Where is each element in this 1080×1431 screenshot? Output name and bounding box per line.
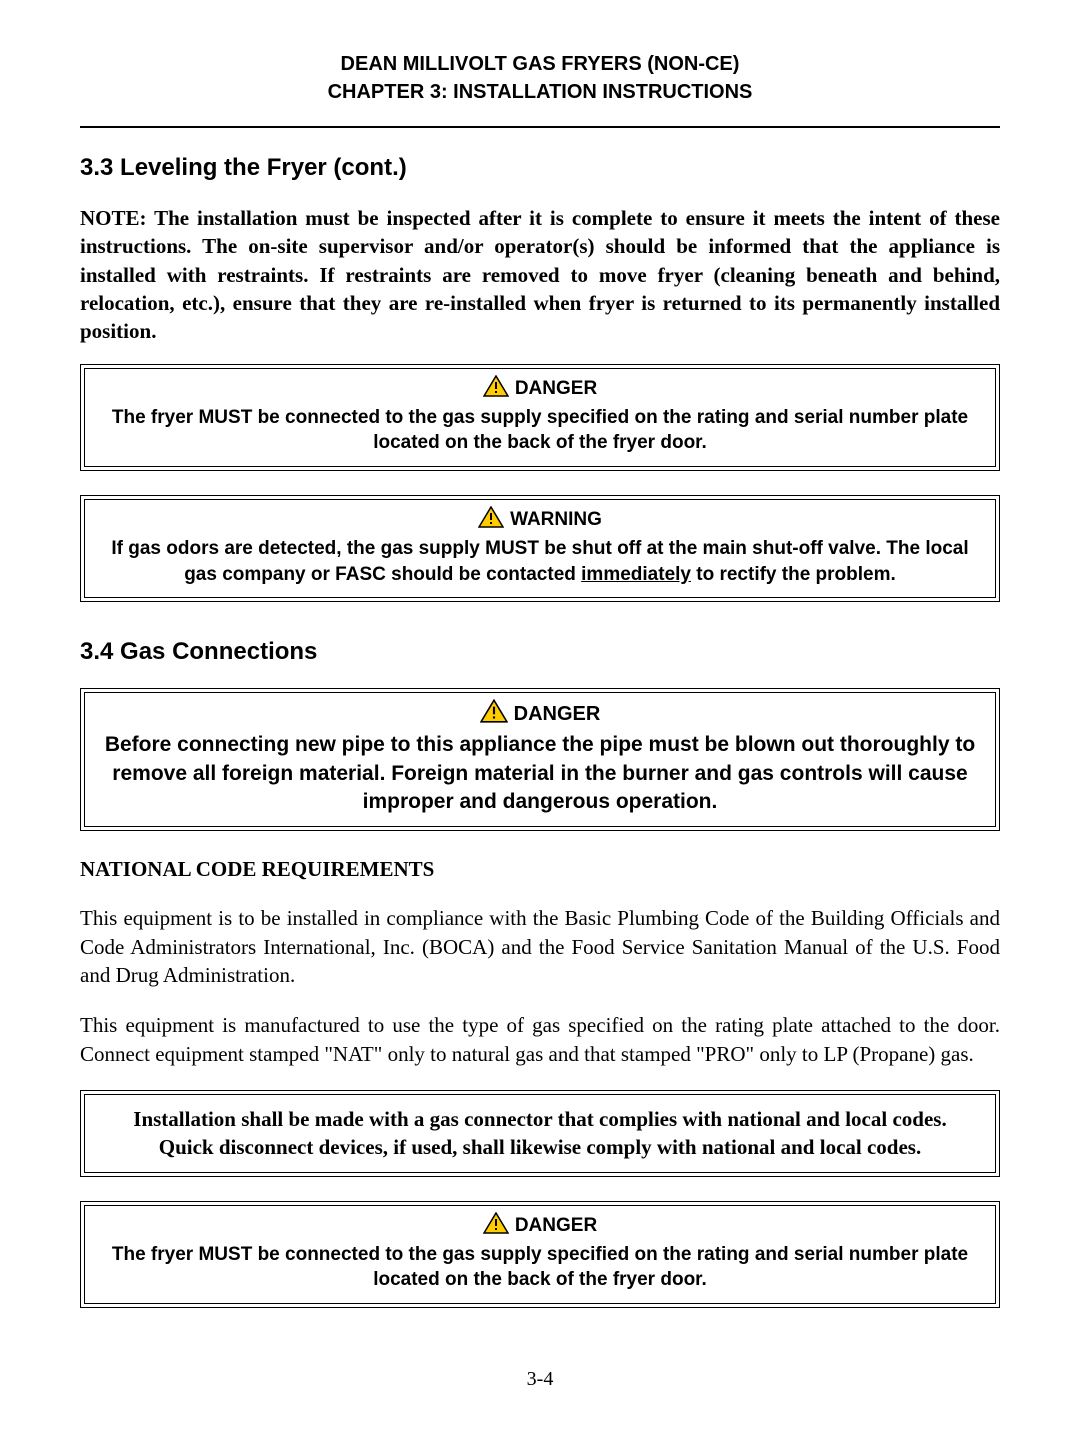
danger-callout-1: DANGER The fryer MUST be connected to th… [80, 364, 1000, 471]
danger-3-pre: The fryer [112, 1244, 199, 1265]
danger-2-label: DANGER [514, 703, 601, 726]
danger-1-post: be connected to the gas supply specified… [252, 407, 968, 454]
header-rule [80, 126, 1000, 128]
warning-callout-1: WARNING If gas odors are detected, the g… [80, 495, 1000, 602]
connector-note-line2: Quick disconnect devices, if used, shall… [97, 1133, 983, 1161]
danger-3-post: be connected to the gas supply specified… [252, 1244, 968, 1291]
danger-3-must: MUST [198, 1244, 252, 1265]
connector-note-inner: Installation shall be made with a gas co… [84, 1094, 996, 1173]
page-header: DEAN MILLIVOLT GAS FRYERS (NON-CE) CHAPT… [80, 50, 1000, 106]
danger-2-header: DANGER [480, 699, 601, 729]
danger-1-pre: The fryer [112, 407, 199, 428]
warning-callout-1-inner: WARNING If gas odors are detected, the g… [84, 499, 996, 598]
danger-callout-2: DANGER Before connecting new pipe to thi… [80, 688, 1000, 831]
document-page: DEAN MILLIVOLT GAS FRYERS (NON-CE) CHAPT… [0, 0, 1080, 1431]
danger-3-header: DANGER [483, 1212, 597, 1240]
warning-triangle-icon [483, 1212, 509, 1240]
page-number: 3-4 [80, 1368, 1000, 1391]
warning-triangle-icon [483, 375, 509, 403]
national-code-subhead: NATIONAL CODE REQUIREMENTS [80, 857, 1000, 882]
warning-1-header: WARNING [478, 506, 602, 534]
warning-1-label: WARNING [510, 509, 602, 531]
warning-1-immediately: immediately [581, 564, 691, 585]
warning-triangle-icon [478, 506, 504, 534]
warning-triangle-icon [480, 699, 508, 729]
danger-2-body: Before connecting new pipe to this appli… [95, 731, 985, 816]
danger-callout-1-inner: DANGER The fryer MUST be connected to th… [84, 368, 996, 467]
danger-3-body: The fryer MUST be connected to the gas s… [95, 1242, 985, 1293]
header-line-1: DEAN MILLIVOLT GAS FRYERS (NON-CE) [80, 50, 1000, 78]
section-3-3-title: 3.3 Leveling the Fryer (cont.) [80, 154, 1000, 182]
para-gas-type: This equipment is manufactured to use th… [80, 1011, 1000, 1068]
danger-1-header: DANGER [483, 375, 597, 403]
note-label: NOTE: [80, 206, 147, 230]
danger-callout-3-inner: DANGER The fryer MUST be connected to th… [84, 1205, 996, 1304]
danger-3-label: DANGER [515, 1215, 597, 1237]
danger-1-must: MUST [198, 407, 252, 428]
note-body: The installation must be inspected after… [80, 206, 1000, 343]
connector-note-line1: Installation shall be made with a gas co… [97, 1105, 983, 1133]
header-line-2: CHAPTER 3: INSTALLATION INSTRUCTIONS [80, 78, 1000, 106]
warning-1-post: to rectify the problem. [691, 564, 896, 585]
danger-callout-2-inner: DANGER Before connecting new pipe to thi… [84, 692, 996, 827]
para-boca: This equipment is to be installed in com… [80, 904, 1000, 989]
danger-1-label: DANGER [515, 378, 597, 400]
connector-note-box: Installation shall be made with a gas co… [80, 1090, 1000, 1177]
warning-1-must: MUST [485, 538, 539, 559]
danger-callout-3: DANGER The fryer MUST be connected to th… [80, 1201, 1000, 1308]
note-paragraph: NOTE: The installation must be inspected… [80, 204, 1000, 346]
warning-1-pre: If gas odors are detected, the gas suppl… [111, 538, 485, 559]
warning-1-body: If gas odors are detected, the gas suppl… [95, 536, 985, 587]
section-3-4-title: 3.4 Gas Connections [80, 638, 1000, 666]
danger-1-body: The fryer MUST be connected to the gas s… [95, 405, 985, 456]
